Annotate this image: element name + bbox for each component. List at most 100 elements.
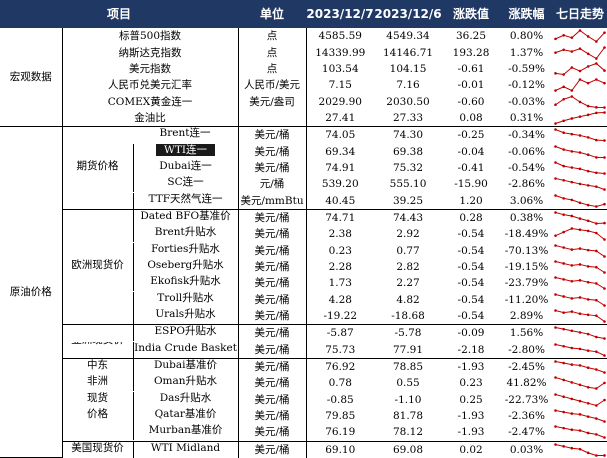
sparkline-point: [578, 167, 582, 171]
sparkline-point: [603, 271, 606, 274]
sparkline-point: [562, 262, 565, 265]
group-us: 美国现货价: [63, 441, 134, 458]
row-value-d1: 103.54: [321, 62, 359, 75]
row-change: 193.28: [452, 46, 490, 59]
sparkline-point: [562, 410, 565, 414]
row-sparkline: [553, 392, 607, 408]
table-row: 美国现货价 WTI Midland 美元/桶 69.10 69.08 0.02 0…: [0, 441, 607, 458]
mea-cell: 现货 Das升贴水: [62, 391, 239, 408]
row-unit: 美元/桶: [238, 307, 307, 326]
europe-spacer: [63, 308, 134, 324]
sparkline-point: [595, 298, 598, 302]
sparkline-point: [603, 420, 606, 423]
row-change: -0.54: [457, 293, 485, 306]
row-name: Brent连一: [159, 127, 211, 140]
sparkline-point: [603, 381, 606, 385]
sparkline-point: [595, 56, 598, 60]
sparkline-point: [562, 344, 565, 348]
sparkline-point: [595, 265, 598, 269]
sparkline-point: [603, 371, 606, 374]
row-value-d1: -0.85: [326, 393, 354, 406]
sparkline-point: [595, 417, 598, 420]
sparkline-point: [578, 100, 582, 103]
sparkline-point: [578, 447, 582, 451]
header-unit: 单位: [238, 0, 307, 28]
row-name: Dated BFO基准价: [140, 209, 231, 222]
sparkline-point: [578, 29, 582, 32]
sparkline-point: [554, 211, 557, 214]
row-unit: 美元/盎司: [238, 93, 307, 110]
sparkline-point: [570, 446, 574, 450]
row-value-d1: 7.15: [328, 79, 352, 92]
sparkline-svg: [554, 94, 606, 109]
sparkline-point: [554, 442, 557, 446]
row-sparkline: [553, 307, 607, 326]
sparkline-point: [570, 117, 574, 120]
sparkline-svg: [554, 211, 606, 225]
row-sparkline: [553, 160, 607, 176]
sparkline-point: [562, 395, 565, 398]
row-change-pct: -0.34%: [508, 129, 545, 142]
row-unit: 美元/桶: [238, 291, 307, 308]
sparkline-point: [570, 329, 574, 333]
sparkline-point: [603, 238, 606, 242]
sparkline-point: [603, 337, 606, 341]
row-name: Oman升贴水: [153, 375, 218, 388]
sparkline-point: [578, 312, 582, 316]
row-value-d1: 0.23: [328, 244, 352, 257]
row-value-d2: 74.30: [392, 129, 424, 142]
row-value-d2: 27.33: [374, 109, 443, 128]
row-sparkline: [553, 226, 607, 242]
sparkline-point: [595, 403, 598, 407]
europe-spacer: [63, 209, 134, 226]
row-change-pct: 0.31%: [500, 109, 554, 128]
row-value-d2: 4.82: [396, 293, 420, 306]
row-value-d1: 74.05: [325, 129, 356, 142]
sparkline-svg: [554, 376, 606, 391]
sparkline-point: [595, 171, 598, 174]
row-change: -0.01: [457, 79, 485, 92]
row-value-d1: 40.45: [306, 192, 375, 210]
sparkline-point: [578, 228, 582, 232]
sparkline-svg: [554, 193, 606, 208]
table-row: SC连一 元/桶 539.20 555.10 -15.90 -2.86%: [0, 176, 607, 193]
sparkline-point: [586, 104, 590, 107]
row-name: TTF天然气连一: [148, 192, 223, 205]
row-unit: 美元/桶: [238, 358, 307, 376]
sparkline-point: [554, 409, 557, 412]
sparkline-point: [595, 453, 598, 457]
row-value-d2: 39.25: [374, 192, 443, 210]
row-value-d1: 75.73: [306, 341, 375, 359]
row-change-pct: -0.59%: [508, 62, 545, 75]
row-change-pct: -2.47%: [500, 424, 554, 442]
sparkline-point: [586, 401, 590, 405]
sparkline-point: [595, 368, 598, 371]
sparkline-point: [586, 229, 590, 233]
row-value-d1: 539.20: [321, 178, 359, 191]
row-change: -15.90: [454, 178, 488, 191]
sparkline-point: [578, 217, 582, 220]
row-sparkline: [553, 93, 607, 109]
row-sparkline: [553, 259, 607, 275]
sparkline-svg: [554, 360, 606, 374]
sparkline-point: [595, 111, 598, 115]
sparkline-point: [586, 219, 590, 223]
row-change: 0.02: [459, 443, 483, 456]
row-change: 1.20: [442, 192, 501, 210]
sparkline-point: [554, 71, 557, 75]
sparkline-point: [578, 182, 582, 186]
sparkline-point: [595, 155, 598, 159]
sparkline-point: [562, 119, 565, 122]
sparkline-point: [578, 279, 582, 282]
asia-spacer: [63, 325, 134, 342]
sparkline-point: [578, 383, 582, 387]
row-name: Oseberg升贴水: [147, 258, 224, 271]
row-name: Das升贴水: [159, 391, 212, 404]
sparkline-point: [578, 331, 582, 335]
row-value-d2: 78.85: [392, 361, 424, 374]
row-unit: 美元/桶: [238, 275, 307, 292]
row-unit: 美元/桶: [238, 407, 307, 425]
row-change: -0.54: [457, 244, 485, 257]
sparkline-point: [562, 131, 565, 135]
sparkline-point: [562, 361, 565, 365]
